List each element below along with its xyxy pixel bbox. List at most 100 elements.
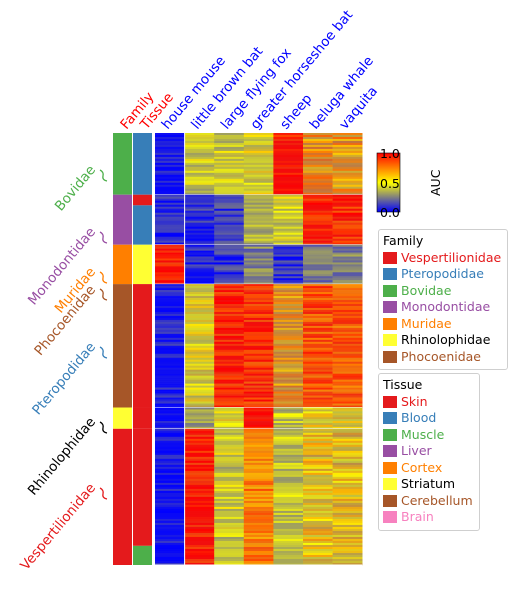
heatmap-cell	[214, 278, 245, 281]
heatmap-cell	[184, 377, 215, 380]
heatmap-cell	[214, 204, 245, 208]
heatmap-cell	[273, 419, 304, 422]
heatmap-cell	[155, 286, 185, 289]
heatmap-cell	[303, 432, 333, 436]
heatmap-cell	[155, 466, 185, 470]
heatmap-cell	[214, 550, 245, 554]
heatmap-cell	[332, 154, 363, 158]
heatmap-cell	[303, 333, 333, 337]
heatmap-cell	[303, 434, 333, 438]
legend-label: Cerebellum	[401, 492, 473, 508]
heatmap-cell	[184, 194, 215, 198]
heatmap-cell	[243, 296, 274, 299]
heatmap-cell	[243, 238, 274, 242]
heatmap-cell	[243, 379, 274, 382]
heatmap-cell	[184, 436, 215, 440]
heatmap-cell	[303, 436, 333, 440]
heatmap-cell	[214, 317, 245, 321]
heatmap-cell	[303, 250, 333, 253]
heatmap-cell	[273, 204, 304, 208]
heatmap-cell	[273, 339, 304, 343]
heatmap-cell	[303, 184, 333, 188]
heatmap-cell	[184, 148, 215, 152]
heatmap-cell	[303, 486, 333, 490]
heatmap-cell	[303, 452, 333, 456]
heatmap-cell	[332, 428, 363, 432]
heatmap-cell	[332, 347, 363, 351]
heatmap-cell	[214, 252, 245, 255]
heatmap-cell	[184, 292, 215, 295]
heatmap-cell	[214, 361, 245, 365]
heatmap-cell	[303, 210, 333, 214]
heatmap-cell	[184, 236, 215, 240]
heatmap-cell	[214, 478, 245, 482]
legend-swatch	[383, 511, 397, 524]
heatmap-cell	[214, 345, 245, 349]
heatmap-cell	[273, 494, 304, 498]
heatmap-cell	[184, 313, 215, 317]
heatmap-cell	[214, 498, 245, 502]
heatmap-cell	[184, 476, 215, 480]
family-legend-item: Phocoenidae	[383, 349, 501, 366]
heatmap-cell	[184, 321, 215, 325]
heatmap-cell	[155, 498, 185, 502]
heatmap-cell	[332, 411, 363, 414]
heatmap-cell	[214, 530, 245, 534]
heatmap-cell	[155, 248, 185, 251]
heatmap-cell	[155, 256, 185, 259]
heatmap-cell	[184, 192, 215, 196]
heatmap-cell	[273, 178, 304, 182]
heatmap-cell	[303, 500, 333, 504]
heatmap-cell	[332, 144, 363, 148]
heatmap-cell	[273, 343, 304, 347]
heatmap-cell	[214, 558, 245, 562]
heatmap-cell	[243, 542, 274, 546]
heatmap-cell	[332, 426, 363, 430]
heatmap-cell	[243, 508, 274, 512]
heatmap-cell	[303, 484, 333, 488]
heatmap-cell	[214, 359, 245, 363]
heatmap-cell	[273, 210, 304, 214]
heatmap-cell	[303, 180, 333, 184]
heatmap-cell	[273, 188, 304, 192]
heatmap-cell	[273, 502, 304, 506]
heatmap-cell	[243, 474, 274, 478]
heatmap-cell	[214, 393, 245, 396]
heatmap-cell	[273, 172, 304, 176]
heatmap-cell	[243, 470, 274, 474]
heatmap-cell	[303, 514, 333, 518]
heatmap-cell	[273, 327, 304, 331]
heatmap-cell	[184, 424, 215, 428]
heatmap-cell	[303, 428, 333, 432]
heatmap-cell	[332, 331, 363, 335]
heatmap-cell	[214, 174, 245, 178]
heatmap-cell	[214, 438, 245, 442]
heatmap-cell	[155, 399, 185, 402]
heatmap-cell	[332, 401, 363, 404]
heatmap-cell	[184, 508, 215, 512]
heatmap-cell	[332, 393, 363, 396]
heatmap-cell	[332, 355, 363, 359]
heatmap-cell	[332, 432, 363, 436]
heatmap-cell	[214, 343, 245, 347]
heatmap-cell	[214, 482, 245, 486]
heatmap-cell	[273, 436, 304, 440]
tissue-legend-item: Brain	[383, 509, 473, 526]
heatmap-cell	[214, 428, 245, 432]
heatmap-cell	[214, 526, 245, 530]
heatmap-cell	[303, 411, 333, 414]
heatmap-cell	[303, 202, 333, 206]
heatmap-cell	[214, 290, 245, 293]
heatmap-cell	[184, 182, 215, 186]
heatmap-cell	[273, 548, 304, 552]
tissue-band-skin	[133, 284, 152, 408]
heatmap-cell	[243, 556, 274, 560]
heatmap-cell	[332, 448, 363, 452]
heatmap-cell	[273, 496, 304, 500]
heatmap-cell	[332, 466, 363, 470]
heatmap-cell	[243, 365, 274, 369]
heatmap-cell	[332, 222, 363, 226]
heatmap-cell	[303, 422, 333, 426]
heatmap-cell	[214, 434, 245, 438]
heatmap-cell	[184, 240, 215, 244]
